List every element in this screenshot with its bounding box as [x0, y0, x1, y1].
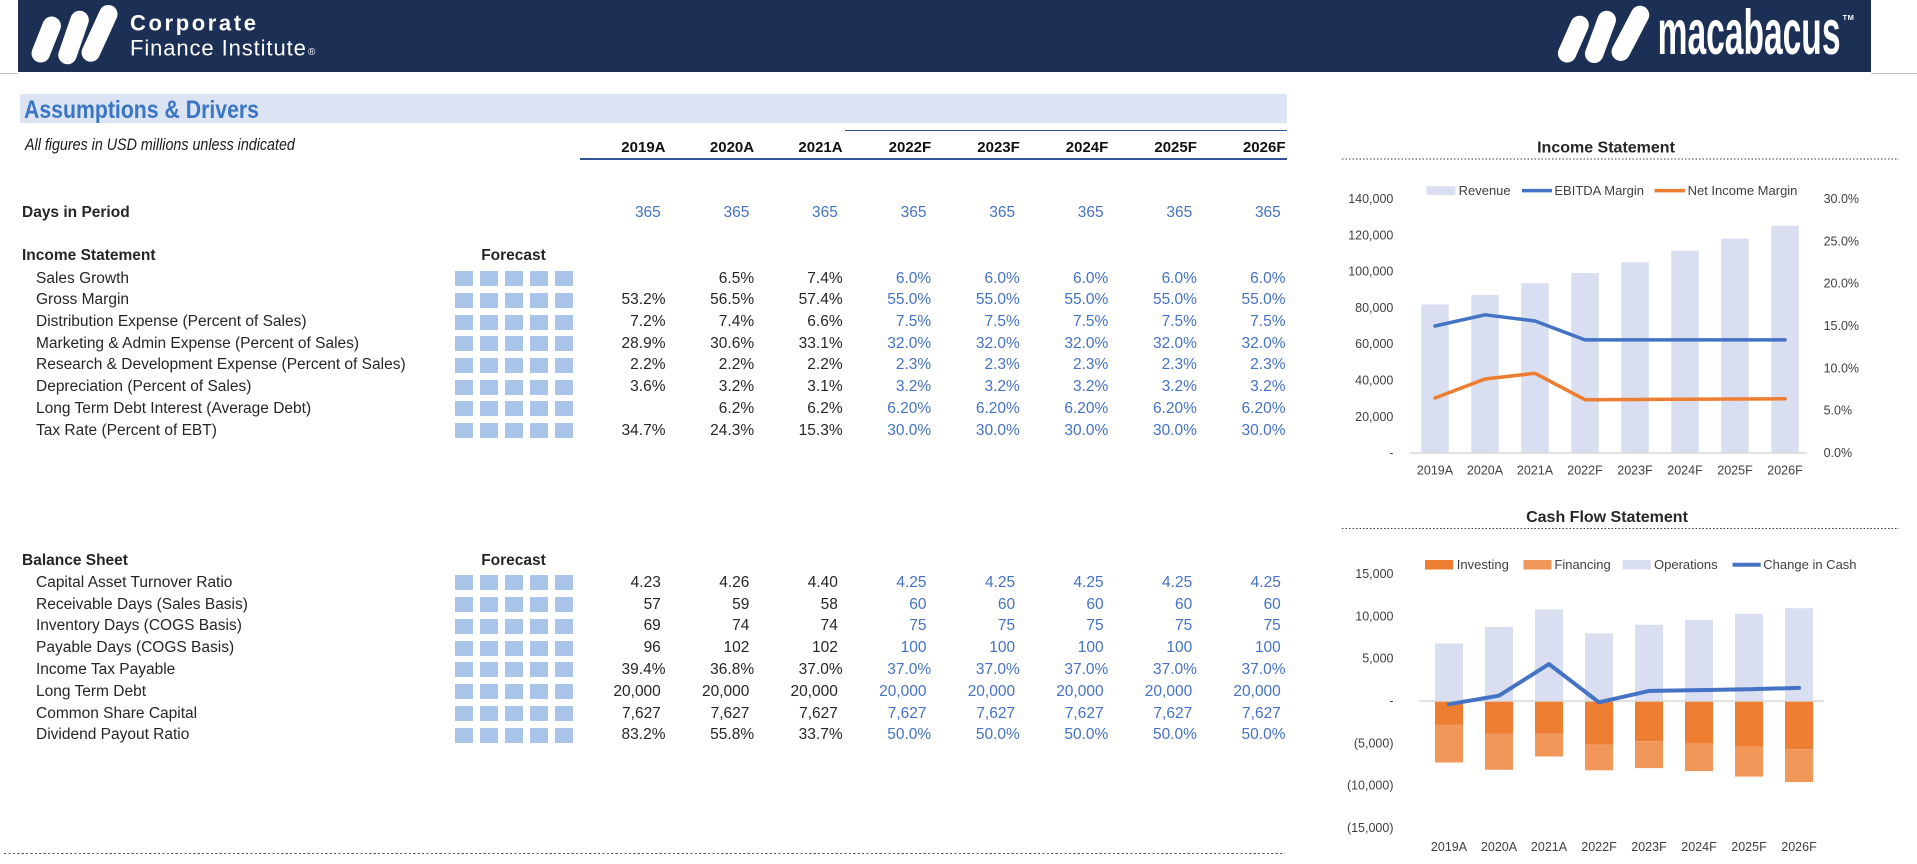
svg-text:2023F: 2023F	[1631, 840, 1667, 854]
svg-text:2026F: 2026F	[1767, 464, 1803, 478]
svg-text:Revenue: Revenue	[1459, 183, 1511, 198]
svg-text:-: -	[1389, 694, 1393, 708]
svg-text:Investing: Investing	[1457, 557, 1509, 572]
svg-text:®: ®	[308, 47, 316, 58]
svg-text:0.0%: 0.0%	[1824, 446, 1853, 460]
svg-text:2022F: 2022F	[1581, 840, 1617, 854]
svg-text:Change in Cash: Change in Cash	[1763, 557, 1856, 572]
svg-text:2026F: 2026F	[1781, 840, 1817, 854]
svg-text:60,000: 60,000	[1355, 337, 1393, 351]
svg-text:Financing: Financing	[1554, 557, 1610, 572]
svg-text:20,000: 20,000	[1355, 410, 1393, 424]
svg-text:Cash Flow Statement: Cash Flow Statement	[1526, 509, 1688, 526]
svg-text:2024F: 2024F	[1681, 840, 1717, 854]
svg-text:10,000: 10,000	[1355, 609, 1393, 623]
svg-text:20.0%: 20.0%	[1824, 277, 1859, 291]
svg-text:macabacus: macabacus	[1658, 0, 1841, 68]
svg-text:120,000: 120,000	[1348, 228, 1393, 242]
svg-text:(10,000): (10,000)	[1347, 779, 1394, 793]
svg-text:Finance Institute: Finance Institute	[130, 35, 307, 60]
svg-text:2022F: 2022F	[1567, 464, 1603, 478]
svg-text:2020A: 2020A	[1467, 464, 1504, 478]
svg-text:Net Income Margin: Net Income Margin	[1688, 183, 1798, 198]
svg-text:15,000: 15,000	[1355, 567, 1393, 581]
svg-text:TM: TM	[1843, 13, 1855, 22]
svg-text:2025F: 2025F	[1731, 840, 1767, 854]
svg-text:2025F: 2025F	[1717, 464, 1753, 478]
svg-text:EBITDA Margin: EBITDA Margin	[1554, 183, 1644, 198]
svg-text:Corporate: Corporate	[130, 10, 259, 35]
svg-text:140,000: 140,000	[1348, 192, 1393, 206]
svg-text:100,000: 100,000	[1348, 265, 1393, 279]
svg-text:5,000: 5,000	[1362, 652, 1393, 666]
svg-text:25.0%: 25.0%	[1824, 234, 1859, 248]
svg-text:(15,000): (15,000)	[1347, 821, 1394, 835]
svg-text:2021A: 2021A	[1531, 840, 1568, 854]
svg-text:5.0%: 5.0%	[1824, 404, 1853, 418]
svg-text:2021A: 2021A	[1517, 464, 1554, 478]
svg-text:30.0%: 30.0%	[1824, 192, 1859, 206]
svg-text:2024F: 2024F	[1667, 464, 1703, 478]
svg-text:Income Statement: Income Statement	[1537, 140, 1675, 157]
svg-text:10.0%: 10.0%	[1824, 361, 1859, 375]
svg-text:Operations: Operations	[1654, 557, 1718, 572]
svg-text:-: -	[1389, 446, 1393, 460]
svg-text:2023F: 2023F	[1617, 464, 1653, 478]
svg-text:2019A: 2019A	[1431, 840, 1468, 854]
svg-text:15.0%: 15.0%	[1824, 319, 1859, 333]
svg-text:2020A: 2020A	[1481, 840, 1518, 854]
svg-text:2019A: 2019A	[1417, 464, 1454, 478]
svg-text:80,000: 80,000	[1355, 301, 1393, 315]
svg-text:(5,000): (5,000)	[1354, 736, 1394, 750]
svg-text:40,000: 40,000	[1355, 374, 1393, 388]
